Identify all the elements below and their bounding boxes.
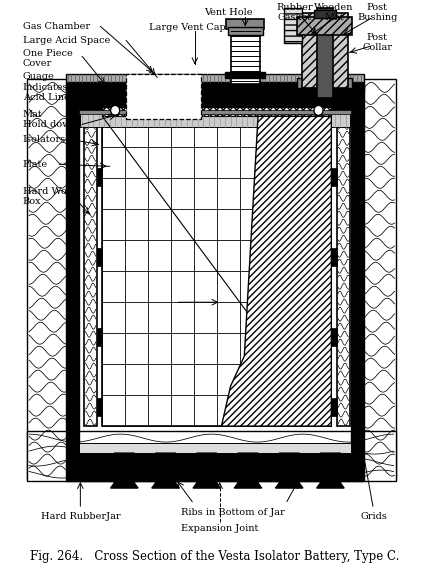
Bar	[66, 453, 364, 481]
Bar	[97, 328, 102, 346]
Text: Plate: Plate	[23, 160, 48, 169]
Bar	[102, 117, 332, 426]
Text: Fig. 264.   Cross Section of the Vesta Isolator Battery, Type C.: Fig. 264. Cross Section of the Vesta Iso…	[30, 549, 400, 563]
Bar	[314, 10, 336, 18]
Text: Vent Hole: Vent Hole	[205, 8, 253, 17]
Bar	[353, 79, 396, 479]
Bar	[226, 20, 264, 29]
Bar	[80, 114, 350, 127]
Circle shape	[314, 106, 323, 115]
Polygon shape	[276, 453, 303, 488]
Bar	[66, 83, 364, 92]
Bar	[351, 84, 364, 453]
Text: Guage
Indicates
Acid Line: Guage Indicates Acid Line	[23, 72, 69, 102]
Bar	[97, 249, 102, 266]
Circle shape	[111, 106, 120, 115]
Bar	[66, 75, 364, 83]
Bar	[97, 398, 102, 416]
Text: Ribs in Bottom of Jar: Ribs in Bottom of Jar	[181, 507, 285, 517]
Bar	[126, 75, 201, 119]
Polygon shape	[221, 117, 332, 426]
Bar	[332, 249, 337, 266]
Polygon shape	[234, 453, 262, 488]
Text: Large Acid Space: Large Acid Space	[23, 36, 110, 45]
Bar	[302, 13, 348, 88]
Text: Large Vent Cap: Large Vent Cap	[149, 23, 226, 32]
Text: Hard Wood
Box: Hard Wood Box	[23, 187, 79, 206]
Bar	[27, 79, 71, 479]
Text: Hard RubberJar: Hard RubberJar	[40, 511, 120, 521]
Text: Wooden
Mat: Wooden Mat	[314, 3, 354, 22]
Bar	[298, 17, 353, 36]
Bar	[332, 168, 337, 187]
Text: Mat
Hold down: Mat Hold down	[23, 110, 77, 129]
Text: Gas Chamber: Gas Chamber	[23, 22, 90, 31]
Bar	[316, 9, 333, 98]
Bar	[66, 84, 79, 453]
Bar	[79, 443, 351, 453]
Bar	[228, 28, 263, 36]
Bar	[225, 72, 265, 79]
Polygon shape	[193, 453, 221, 488]
Bar	[298, 79, 353, 88]
Text: Isolators: Isolators	[23, 135, 66, 144]
Bar	[102, 107, 332, 117]
Text: Expansion Joint: Expansion Joint	[181, 523, 258, 533]
Text: Grids: Grids	[360, 511, 387, 521]
Bar	[332, 398, 337, 416]
Text: One Piece
Cover: One Piece Cover	[23, 49, 72, 68]
Bar	[97, 168, 102, 187]
Bar	[332, 328, 337, 346]
Text: Rubber
Gasket: Rubber Gasket	[276, 3, 313, 22]
Polygon shape	[316, 453, 344, 488]
Text: Post
Bushing: Post Bushing	[357, 3, 397, 22]
Bar	[84, 117, 97, 426]
Text: Post
Collar: Post Collar	[362, 33, 392, 52]
Bar	[284, 9, 302, 44]
Polygon shape	[152, 453, 179, 488]
Bar	[230, 29, 260, 84]
Polygon shape	[111, 453, 138, 488]
Bar	[79, 110, 351, 114]
Bar	[79, 92, 351, 113]
Bar	[27, 431, 396, 481]
Bar	[337, 117, 350, 426]
